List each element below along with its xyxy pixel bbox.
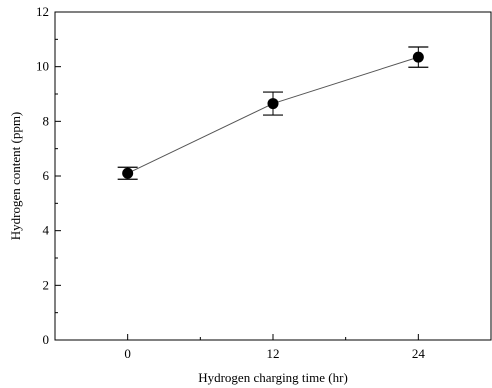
y-axis: 0 2 4 6 8 10 12: [36, 4, 61, 347]
y-tick-label: 8: [43, 113, 50, 128]
data-point: [412, 51, 424, 63]
y-tick-label: 2: [43, 277, 50, 292]
data-point: [267, 98, 279, 110]
x-axis: 0 12 24: [124, 334, 425, 361]
x-tick-label: 24: [412, 346, 426, 361]
y-tick-label: 12: [36, 4, 49, 19]
series-layer: [117, 46, 429, 180]
x-axis-label: Hydrogen charging time (hr): [198, 370, 348, 385]
y-tick-label: 4: [43, 223, 50, 238]
x-tick-label: 0: [124, 346, 131, 361]
y-axis-label: Hydrogen content (ppm): [8, 112, 23, 241]
x-tick-label: 12: [267, 346, 280, 361]
plot-frame: [54, 11, 492, 341]
y-tick-label: 6: [43, 168, 50, 183]
data-point: [122, 167, 134, 179]
y-tick-label: 10: [36, 59, 49, 74]
y-tick-label: 0: [43, 332, 50, 347]
